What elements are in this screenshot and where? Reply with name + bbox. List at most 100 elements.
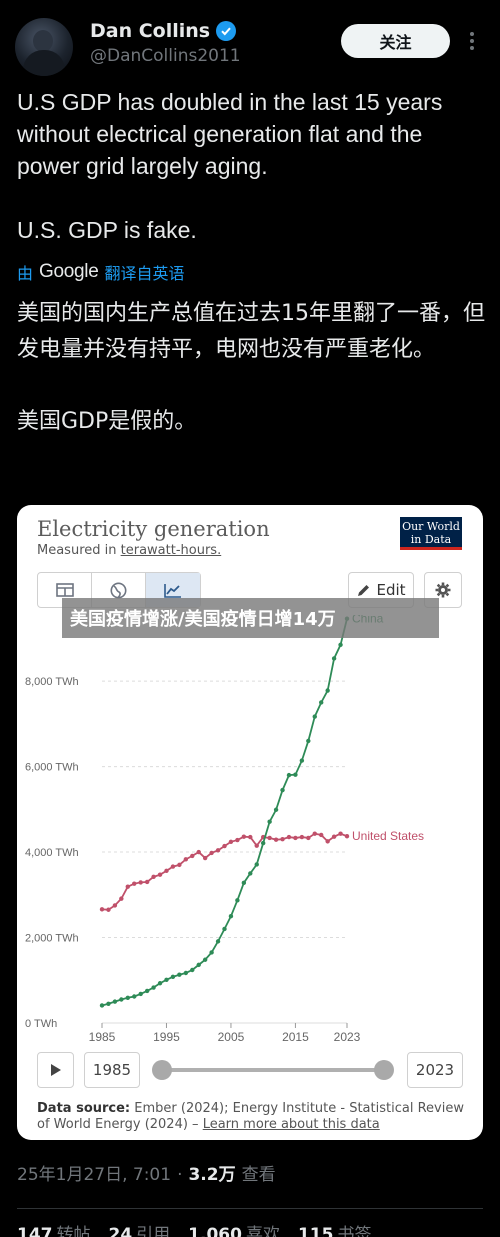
more-icon[interactable] <box>462 28 482 54</box>
view-count: 3.2万 <box>188 1165 236 1185</box>
data-point <box>164 868 169 874</box>
translated-text: 美国的国内生产总值在过去15年里翻了一番，但发电量并没有持平，电网也没有严重老化… <box>17 296 485 476</box>
data-point <box>132 994 137 999</box>
data-point <box>331 656 337 661</box>
data-point <box>125 995 130 1000</box>
data-point <box>338 642 343 647</box>
settings-button[interactable] <box>424 572 462 608</box>
data-point <box>299 758 305 763</box>
globe-icon <box>110 582 127 598</box>
avatar-figure-body <box>23 50 65 76</box>
timeline-start-handle[interactable] <box>152 1060 172 1080</box>
data-point <box>254 843 259 848</box>
data-point <box>151 985 156 990</box>
bookmark-label: 书签 <box>337 1225 372 1237</box>
data-point <box>170 974 176 980</box>
stat-quotes[interactable]: 24 引用 <box>109 1220 171 1237</box>
bookmark-count: 115 <box>297 1225 334 1237</box>
stat-likes[interactable]: 1,060 喜欢 <box>188 1220 280 1237</box>
data-point <box>248 834 253 840</box>
series-line <box>101 618 348 1007</box>
repost-count: 147 <box>17 1225 53 1237</box>
y-tick-label: 2,000 TWh <box>25 933 79 945</box>
repost-label: 转帖 <box>56 1225 91 1237</box>
translated-from-label[interactable]: 翻译自英语 <box>104 264 185 283</box>
data-point <box>119 997 124 1002</box>
gear-icon <box>435 582 451 598</box>
chart-unit-link[interactable]: terawatt-hours. <box>120 543 222 558</box>
like-label: 喜欢 <box>245 1225 280 1237</box>
data-point <box>235 898 240 903</box>
chart-subtitle-prefix: Measured in <box>37 543 121 558</box>
data-point <box>144 988 150 994</box>
start-year-box[interactable]: 1985 <box>84 1052 140 1088</box>
data-point <box>325 839 330 844</box>
data-point <box>267 819 272 824</box>
stat-bookmarks[interactable]: 115 书签 <box>298 1220 372 1237</box>
data-point <box>183 970 189 976</box>
timeline-slider-track[interactable] <box>162 1068 384 1072</box>
data-point <box>319 832 324 838</box>
end-year-box[interactable]: 2023 <box>407 1052 463 1088</box>
tweet-datetime[interactable]: 25年1月27日, 7:01 <box>17 1165 172 1185</box>
data-point <box>312 714 317 719</box>
data-point <box>293 772 298 777</box>
author-name[interactable]: Dan Collins <box>90 20 211 42</box>
line-chart-icon <box>164 583 181 598</box>
engagement-stats: 147 转帖 24 引用 1,060 喜欢 115 书签 <box>17 1220 371 1237</box>
timeline-controls: 1985 2023 <box>17 1050 483 1090</box>
verified-badge-icon <box>216 21 237 41</box>
data-point <box>177 862 182 868</box>
google-logo: Google <box>39 261 99 282</box>
data-point <box>293 835 298 841</box>
meta-separator: · <box>177 1165 183 1185</box>
series-label: United States <box>352 829 424 843</box>
tweet-paragraph: U.S. GDP is fake. <box>17 217 197 243</box>
electricity-line-chart[interactable]: 0 TWh 2,000 TWh 4,000 TWh 6,000 TWh 8,000 TW… <box>17 615 483 1045</box>
follow-button[interactable]: 关注 <box>341 24 450 58</box>
data-point <box>202 957 208 962</box>
data-point <box>177 972 182 977</box>
data-point <box>209 850 214 856</box>
timeline-end-handle[interactable] <box>374 1060 394 1080</box>
owid-logo: Our World in Data <box>400 517 462 550</box>
data-point <box>286 834 292 840</box>
data-source-text: Ember (2024); Energy Institute - Statist… <box>37 1101 464 1132</box>
author-name-row[interactable]: Dan Collins <box>90 20 237 42</box>
data-point <box>299 834 305 840</box>
translation-attribution: 由 Google 翻译自英语 <box>17 260 185 284</box>
y-tick-label: 8,000 TWh <box>25 676 79 688</box>
data-point <box>138 991 143 997</box>
quote-count: 24 <box>108 1225 133 1237</box>
x-tick-label: 2005 <box>218 1030 245 1044</box>
data-point <box>273 837 279 842</box>
tab-map[interactable] <box>92 573 146 607</box>
data-point <box>106 1001 111 1006</box>
learn-more-link[interactable]: Learn more about this data <box>202 1117 380 1132</box>
data-point <box>215 939 221 944</box>
data-point <box>280 787 285 793</box>
tweet-text: U.S GDP has doubled in the last 15 years… <box>17 86 487 278</box>
data-point <box>157 872 163 877</box>
data-point <box>222 926 227 932</box>
data-source: Data source: Ember (2024); Energy Instit… <box>37 1101 467 1133</box>
tab-table[interactable] <box>38 573 92 607</box>
quote-label: 引用 <box>136 1225 171 1237</box>
data-point <box>138 880 143 885</box>
author-handle[interactable]: @DanCollins2011 <box>90 46 241 66</box>
data-point <box>190 967 195 973</box>
avatar[interactable] <box>15 18 73 76</box>
data-point <box>222 843 227 849</box>
data-point <box>306 738 311 744</box>
data-point <box>112 999 118 1004</box>
x-tick-label: 2023 <box>334 1030 361 1044</box>
play-button[interactable] <box>37 1052 74 1088</box>
translation-by: 由 <box>17 264 34 283</box>
data-point <box>248 871 253 876</box>
data-point <box>241 834 247 839</box>
data-point <box>125 884 130 889</box>
stat-reposts[interactable]: 147 转帖 <box>17 1220 91 1237</box>
owid-logo-line: in Data <box>410 533 452 546</box>
data-point <box>215 848 221 853</box>
y-tick-label: 4,000 TWh <box>25 847 79 859</box>
